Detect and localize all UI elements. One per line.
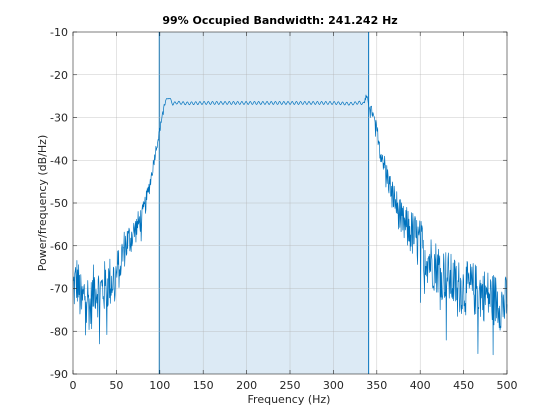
y-tick-label: -30 bbox=[50, 112, 68, 125]
series-layer bbox=[72, 94, 508, 356]
y-tick-label: -40 bbox=[50, 154, 68, 167]
y-axis-ticks: -10 -20 -30 -40 -50 -60 -70 -80 -90 bbox=[50, 26, 507, 381]
x-tick-label: 450 bbox=[453, 379, 474, 392]
x-tick-label: 250 bbox=[280, 379, 301, 392]
y-tick-label: -90 bbox=[50, 368, 68, 381]
y-tick-label: -80 bbox=[50, 325, 68, 338]
x-tick-label: 300 bbox=[323, 379, 344, 392]
x-tick-label: 500 bbox=[497, 379, 518, 392]
y-tick-label: -60 bbox=[50, 240, 68, 253]
x-tick-label: 400 bbox=[410, 379, 431, 392]
y-axis-label: Power/frequency (dB/Hz) bbox=[36, 135, 49, 272]
x-tick-label: 50 bbox=[109, 379, 123, 392]
x-axis-ticks: 0 50 100 150 200 250 300 350 400 450 500 bbox=[70, 32, 518, 392]
x-tick-label: 100 bbox=[149, 379, 170, 392]
y-tick-label: -50 bbox=[50, 197, 68, 210]
x-tick-label: 150 bbox=[193, 379, 214, 392]
grid-layer bbox=[73, 32, 507, 374]
x-tick-label: 200 bbox=[236, 379, 257, 392]
y-tick-label: -20 bbox=[50, 69, 68, 82]
y-tick-label: -70 bbox=[50, 283, 68, 296]
y-tick-label: -10 bbox=[50, 26, 68, 39]
psd-series-line bbox=[72, 94, 508, 356]
x-axis-label: Frequency (Hz) bbox=[248, 393, 331, 406]
x-tick-label: 0 bbox=[70, 379, 77, 392]
x-tick-label: 350 bbox=[366, 379, 387, 392]
chart-title: 99% Occupied Bandwidth: 241.242 Hz bbox=[162, 14, 397, 27]
